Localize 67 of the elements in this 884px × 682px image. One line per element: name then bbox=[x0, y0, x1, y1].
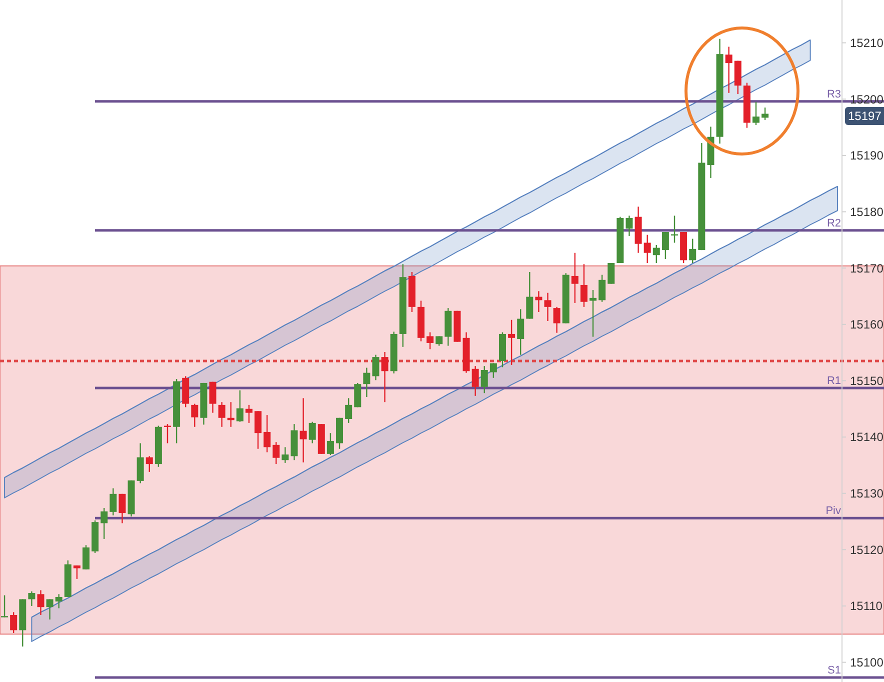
ref-line-label: R3 bbox=[826, 88, 841, 100]
candlestick bbox=[626, 215, 633, 237]
y-tick-label: 15190 bbox=[850, 148, 884, 163]
candlestick bbox=[436, 336, 443, 346]
candlestick bbox=[209, 381, 216, 414]
candlestick bbox=[300, 398, 307, 463]
candlestick bbox=[725, 46, 732, 94]
candlestick bbox=[644, 234, 651, 264]
candlestick bbox=[480, 365, 488, 394]
candlestick bbox=[752, 101, 760, 126]
candlestick bbox=[136, 442, 144, 484]
candlestick bbox=[490, 362, 497, 378]
candlestick bbox=[55, 594, 62, 609]
y-tick-label: 15100 bbox=[850, 655, 884, 670]
candlestick bbox=[326, 432, 334, 456]
annotation: 15197 bbox=[848, 109, 882, 124]
ref-line-label: Piv bbox=[826, 505, 842, 518]
candlestick bbox=[372, 354, 380, 381]
candlestick bbox=[652, 244, 660, 264]
candlestick bbox=[308, 421, 316, 444]
candlestick bbox=[472, 365, 479, 397]
candlestick bbox=[426, 332, 434, 350]
ref-line-label: R2 bbox=[826, 217, 841, 230]
candlestick bbox=[608, 262, 615, 284]
y-tick-label: 15130 bbox=[850, 486, 884, 501]
candlestick bbox=[272, 441, 280, 465]
candlestick bbox=[254, 410, 262, 450]
candlestick bbox=[354, 382, 362, 408]
y-tick-label: 15170 bbox=[850, 261, 884, 276]
candlestick bbox=[264, 414, 271, 453]
candlestick bbox=[100, 507, 108, 540]
candlestick bbox=[28, 590, 36, 607]
candlestick bbox=[508, 319, 516, 366]
candlestick bbox=[553, 306, 560, 334]
candlestick bbox=[544, 292, 552, 322]
y-tick-label: 15110 bbox=[850, 599, 883, 614]
ref-line-label: S1 bbox=[828, 664, 841, 676]
candlestick bbox=[46, 598, 54, 620]
candlestick bbox=[191, 403, 198, 428]
candlestick bbox=[37, 590, 44, 616]
candlestick bbox=[689, 238, 696, 264]
candlestick bbox=[662, 231, 669, 260]
candlestick bbox=[363, 367, 370, 398]
candlestick bbox=[82, 544, 90, 570]
candlestick bbox=[580, 264, 588, 308]
candlestick bbox=[110, 488, 117, 516]
candlestick bbox=[598, 274, 606, 302]
y-tick-label: 15160 bbox=[850, 318, 884, 332]
candlestick bbox=[517, 308, 524, 356]
candlestick bbox=[245, 404, 252, 424]
candlestick bbox=[146, 456, 153, 473]
y-tick-label: 15180 bbox=[850, 204, 884, 219]
candlestick bbox=[571, 252, 578, 304]
candlestick bbox=[526, 271, 534, 320]
candlestick bbox=[236, 390, 244, 422]
candlestick bbox=[381, 351, 388, 403]
candlestick bbox=[1, 594, 8, 618]
ref-line-label: R1 bbox=[826, 375, 841, 388]
y-tick-label: 15210 bbox=[850, 36, 884, 50]
candlestick bbox=[282, 446, 289, 464]
candlestick bbox=[118, 493, 126, 524]
candlestick bbox=[345, 398, 352, 424]
y-tick-label: 15120 bbox=[850, 542, 884, 557]
y-tick-label: 15140 bbox=[850, 430, 884, 444]
candlestick bbox=[10, 612, 18, 634]
y-tick-label: 15150 bbox=[850, 374, 884, 388]
candlestick bbox=[218, 402, 226, 428]
